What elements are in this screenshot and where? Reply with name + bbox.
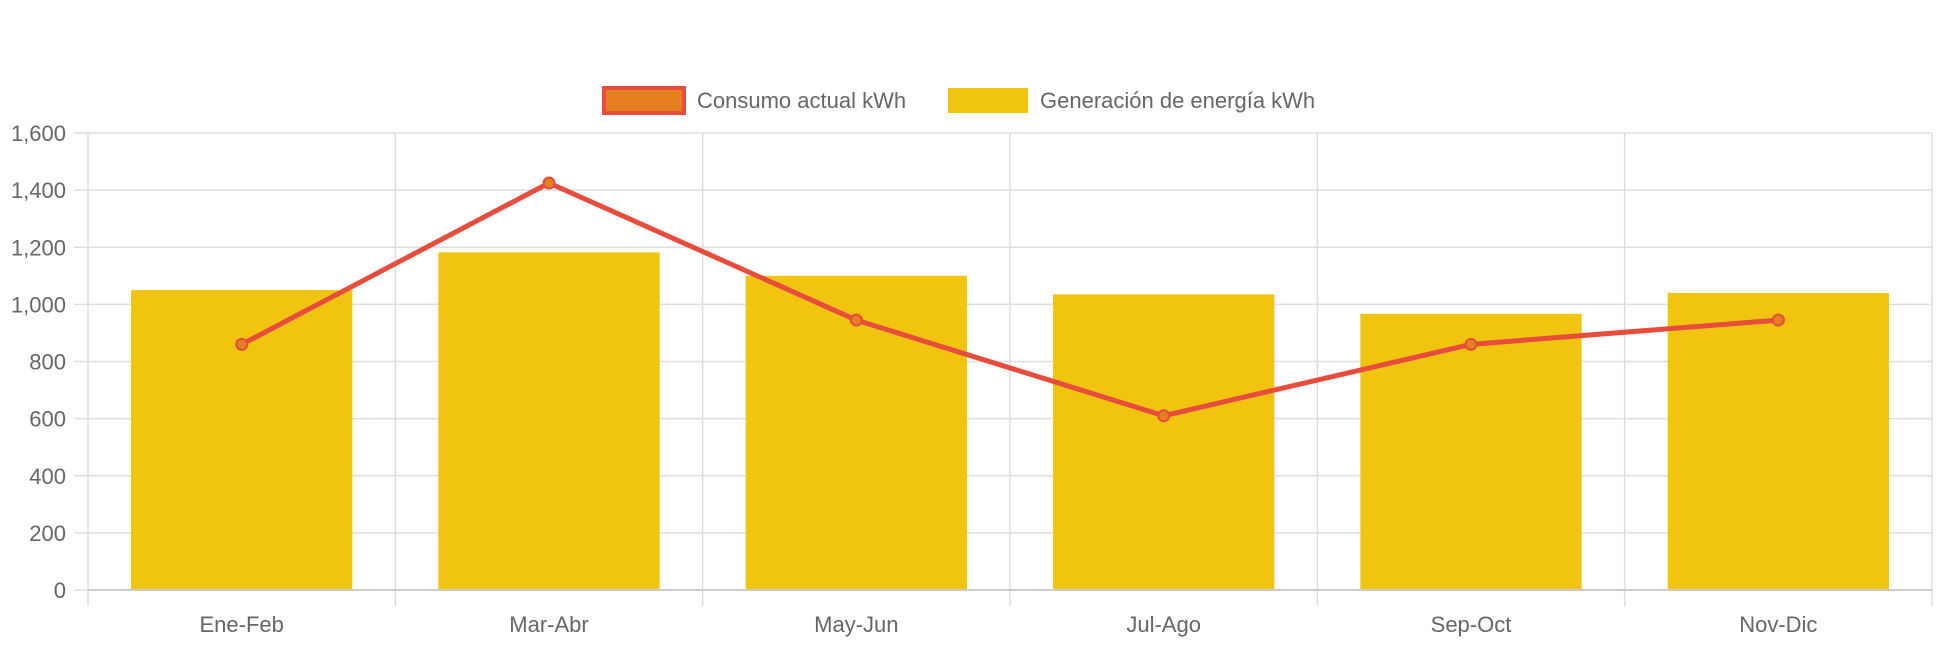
line-point[interactable] bbox=[1464, 337, 1478, 351]
x-tick-label: Mar-Abr bbox=[509, 612, 588, 637]
legend-label-generacion[interactable]: Generación de energía kWh bbox=[1040, 88, 1315, 113]
x-tick-label: Sep-Oct bbox=[1431, 612, 1512, 637]
y-tick-label: 0 bbox=[54, 578, 66, 603]
series-line bbox=[240, 180, 1779, 419]
line-point[interactable] bbox=[1771, 313, 1785, 327]
y-tick-label: 1,200 bbox=[11, 235, 66, 260]
bar[interactable] bbox=[1667, 292, 1889, 590]
y-tick-label: 800 bbox=[29, 350, 66, 375]
axes: 0 200 400 600 800 1,000 1,200 1,400 1,600 Ene-Feb… bbox=[11, 121, 1932, 637]
line-series bbox=[235, 176, 1785, 423]
bar[interactable] bbox=[745, 275, 967, 590]
line-point[interactable] bbox=[1157, 409, 1171, 423]
line-point[interactable] bbox=[235, 337, 249, 351]
y-tick-label: 400 bbox=[29, 464, 66, 489]
y-tick-label: 200 bbox=[29, 521, 66, 546]
x-tick-label: Nov-Dic bbox=[1739, 612, 1817, 637]
bar[interactable] bbox=[1360, 313, 1582, 590]
bar[interactable] bbox=[1053, 294, 1275, 590]
bar-series bbox=[131, 252, 1889, 591]
legend: Consumo actual kWh Generación de energía … bbox=[602, 86, 1315, 115]
x-tick-label: May-Jun bbox=[814, 612, 898, 637]
x-tick-label: Jul-Ago bbox=[1126, 612, 1201, 637]
legend-swatch-generacion[interactable] bbox=[948, 88, 1028, 113]
y-tick-label: 600 bbox=[29, 407, 66, 432]
legend-swatch-consumo[interactable] bbox=[602, 86, 686, 115]
y-tick-label: 1,000 bbox=[11, 292, 66, 317]
y-tick-label: 1,400 bbox=[11, 178, 66, 203]
grid bbox=[74, 132, 1933, 606]
x-tick-label: Ene-Feb bbox=[199, 612, 283, 637]
legend-label-consumo[interactable]: Consumo actual kWh bbox=[697, 88, 906, 113]
bar[interactable] bbox=[131, 290, 353, 590]
line-point[interactable] bbox=[542, 176, 556, 190]
y-tick-label: 1,600 bbox=[11, 121, 66, 146]
line-point[interactable] bbox=[849, 313, 863, 327]
bar[interactable] bbox=[438, 252, 660, 591]
